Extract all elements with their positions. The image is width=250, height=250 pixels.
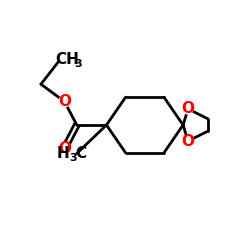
Text: O: O xyxy=(58,141,71,156)
Circle shape xyxy=(183,136,193,146)
Text: 3: 3 xyxy=(69,153,77,163)
Circle shape xyxy=(59,143,70,154)
Text: O: O xyxy=(182,134,194,148)
Circle shape xyxy=(183,104,193,114)
Text: H: H xyxy=(57,146,70,161)
Text: 3: 3 xyxy=(75,59,82,69)
Text: O: O xyxy=(58,94,71,109)
Text: O: O xyxy=(182,102,194,116)
Text: C: C xyxy=(75,146,86,161)
Text: CH: CH xyxy=(55,52,79,67)
Circle shape xyxy=(59,96,70,107)
